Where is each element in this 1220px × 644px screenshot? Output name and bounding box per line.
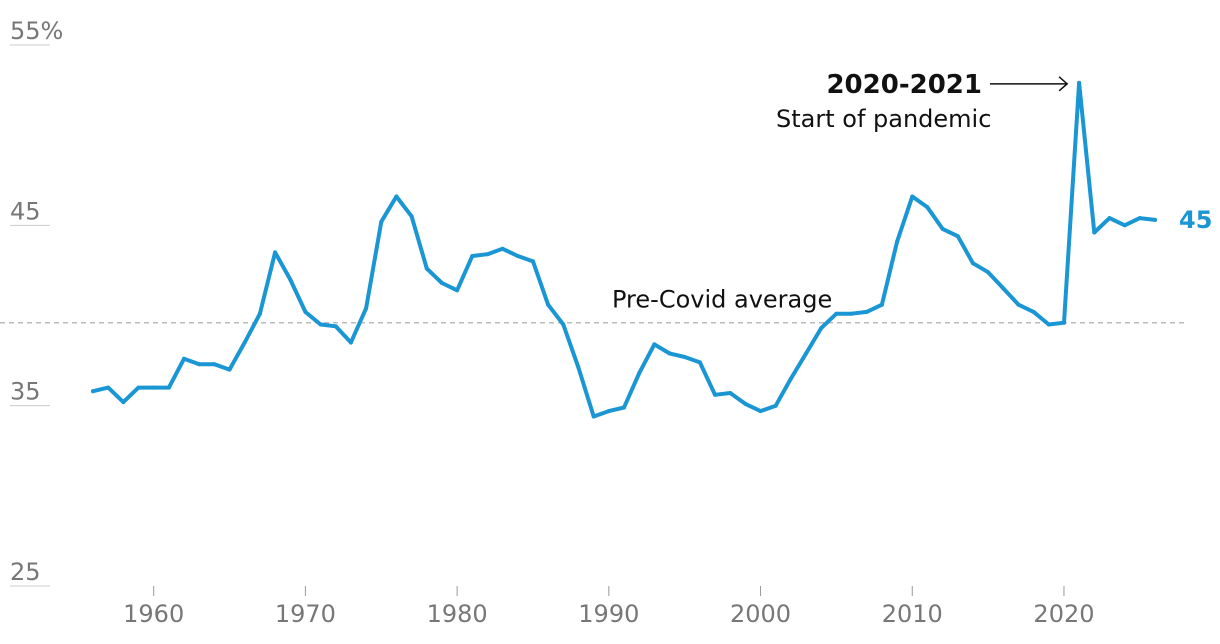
data-point-2024	[1122, 223, 1127, 228]
data-point-1992	[637, 371, 642, 376]
data-point-1963	[197, 362, 202, 367]
data-point-1986	[546, 302, 551, 307]
data-point-1969	[288, 277, 293, 282]
data-point-2014	[970, 261, 975, 266]
data-point-1964	[212, 362, 217, 367]
data-point-2021	[1077, 80, 1082, 85]
data-point-1981	[470, 254, 475, 258]
data-point-1960	[151, 385, 156, 390]
data-point-2012	[940, 226, 945, 231]
data-point-1980	[455, 288, 460, 293]
series-line	[91, 80, 1157, 419]
data-point-1972	[333, 324, 338, 329]
y-tick-label-3: 25	[10, 558, 41, 586]
data-point-1967	[257, 311, 262, 316]
end-value-label: 45	[1179, 206, 1212, 234]
data-point-2015	[986, 270, 991, 275]
series-points	[91, 80, 1157, 419]
data-point-2017	[1016, 302, 1021, 307]
data-point-1995	[682, 355, 687, 359]
data-point-1975	[379, 219, 384, 224]
data-point-1991	[622, 405, 626, 410]
data-point-1985	[531, 259, 535, 264]
data-point-1961	[166, 385, 171, 390]
data-point-2023	[1107, 216, 1112, 221]
data-point-1971	[318, 322, 323, 327]
data-point-1994	[667, 351, 672, 356]
data-point-2025	[1137, 216, 1142, 221]
y-tick-label-0: 55%	[10, 17, 63, 45]
data-point-2007	[864, 309, 869, 314]
annotation-arrow-head	[1058, 76, 1069, 92]
data-point-1983	[500, 246, 505, 251]
data-point-1962	[182, 356, 186, 361]
data-point-2003	[804, 351, 809, 356]
data-point-2026	[1153, 217, 1157, 222]
data-point-1966	[242, 340, 247, 345]
annotation-text: Start of pandemic	[776, 105, 991, 133]
data-point-1990	[606, 409, 611, 414]
data-point-2006	[849, 311, 854, 316]
data-point-1973	[348, 340, 353, 345]
data-point-2022	[1092, 230, 1097, 235]
data-point-1988	[576, 365, 581, 370]
data-point-1998	[728, 391, 733, 395]
data-point-2020	[1062, 320, 1066, 325]
data-point-2018	[1031, 309, 1036, 314]
x-tick-label-4: 2000	[730, 600, 791, 628]
data-point-2013	[955, 234, 960, 239]
data-point-1970	[303, 309, 308, 314]
pre-covid-average-label: Pre-Covid average	[612, 286, 832, 314]
x-tick-label-6: 2020	[1033, 600, 1094, 628]
data-point-2009	[895, 239, 900, 244]
data-point-1965	[227, 367, 232, 372]
data-point-2000	[758, 409, 763, 414]
data-point-1958	[121, 400, 126, 405]
data-point-1993	[652, 342, 657, 347]
data-point-1979	[439, 281, 444, 285]
data-point-2005	[834, 311, 839, 316]
data-point-1982	[485, 252, 490, 257]
data-point-1959	[136, 385, 141, 390]
data-point-2011	[925, 205, 930, 210]
data-point-2001	[773, 403, 778, 408]
y-tick-label-1: 45	[10, 197, 41, 225]
annotation-title: 2020-2021	[826, 70, 982, 100]
data-point-2016	[1001, 286, 1006, 291]
x-axis: 1960 1970 1980 1990 2000 2010 2020	[123, 586, 1095, 628]
data-point-2019	[1046, 322, 1051, 327]
x-tick-label-0: 1960	[123, 600, 184, 628]
data-point-1996	[697, 360, 702, 365]
data-point-1977	[409, 214, 414, 219]
data-point-1974	[364, 306, 369, 311]
data-point-1987	[561, 322, 566, 327]
data-point-2004	[819, 326, 824, 331]
data-point-2002	[788, 376, 793, 381]
data-point-2010	[910, 194, 915, 199]
data-point-1999	[743, 401, 748, 406]
x-tick-label-5: 2010	[882, 600, 943, 628]
y-tick-label-2: 35	[10, 378, 41, 406]
data-point-1957	[106, 385, 111, 390]
data-point-1976	[394, 194, 399, 199]
x-tick-label-2: 1980	[427, 600, 488, 628]
data-point-1997	[713, 392, 717, 397]
data-point-1989	[591, 414, 596, 419]
x-tick-label-3: 1990	[578, 600, 639, 628]
data-point-1956	[91, 389, 95, 394]
data-point-1968	[273, 250, 278, 255]
x-tick-label-1: 1970	[275, 600, 336, 628]
data-point-1984	[515, 254, 520, 258]
data-point-2008	[879, 302, 884, 307]
y-axis: 55% 45 35 25	[10, 17, 63, 587]
data-point-1978	[424, 266, 429, 271]
